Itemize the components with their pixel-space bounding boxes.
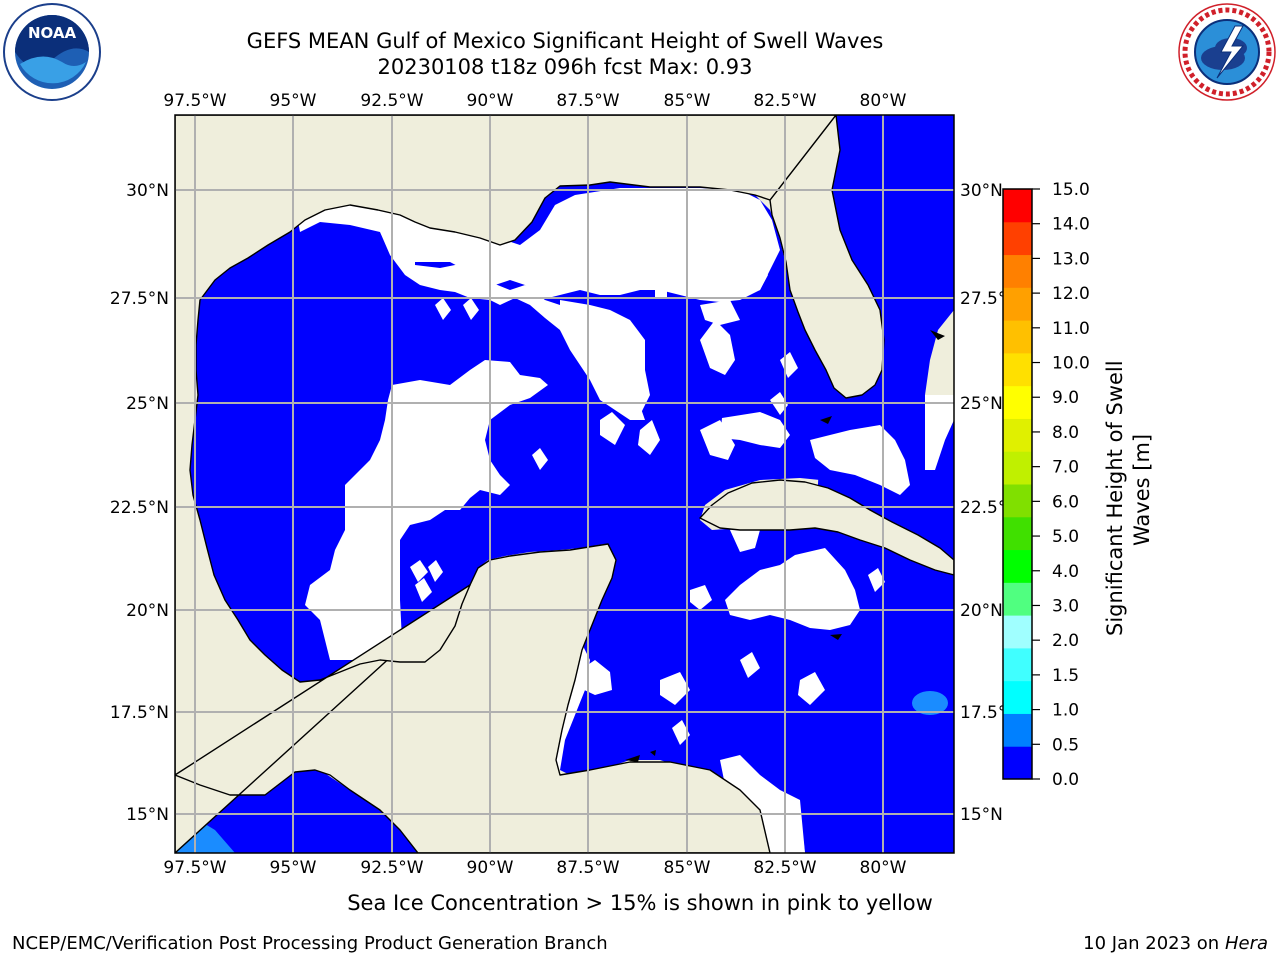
- colorbar-tick-10: 5.0: [1052, 527, 1079, 547]
- lon-tick-bottom-6: 82.5°W: [753, 858, 816, 878]
- nws-logo: [1177, 2, 1277, 102]
- colorbar-tick-17: 0.0: [1052, 770, 1079, 790]
- colorbar-segment-10: [1003, 418, 1032, 452]
- lon-tick-bottom-3: 90°W: [467, 858, 514, 878]
- lat-tick-left-5: 17.5°N: [110, 703, 169, 723]
- colorbar-frame: [1002, 188, 1033, 780]
- yucatan-land: [175, 543, 771, 853]
- colorbar-segment-15: [1003, 254, 1032, 288]
- colorbar-segment-9: [1003, 451, 1032, 485]
- date-value: 10 Jan 2023 on: [1083, 933, 1225, 954]
- lat-tick-left-3: 22.5°N: [110, 498, 169, 518]
- colorbar-tick-1: 14.0: [1052, 215, 1090, 235]
- lat-tick-left-2: 25°N: [126, 394, 169, 414]
- colorbar-tick-5: 10.0: [1052, 354, 1090, 374]
- gulf-water: [190, 182, 954, 853]
- colorbar-tick-14: 1.5: [1052, 666, 1079, 686]
- lon-tick-bottom-4: 87.5°W: [556, 858, 619, 878]
- colorbar-segment-5: [1003, 582, 1032, 616]
- lon-ticks-top: 97.5°W 95°W 92.5°W 90°W 87.5°W 85°W 82.5°W 80°W: [163, 91, 906, 111]
- nws-logo-icon: [1178, 3, 1276, 101]
- lon-tick-top-2: 92.5°W: [360, 91, 423, 111]
- machine-name: Hera: [1224, 933, 1268, 954]
- colorbar-tick-16: 0.5: [1052, 735, 1079, 755]
- colorbar-tick-6: 9.0: [1052, 388, 1079, 408]
- colorbar-segment-0: [1003, 746, 1032, 780]
- colorbar-tick-0: 15.0: [1052, 180, 1090, 200]
- colorbar-segment-8: [1003, 484, 1032, 518]
- colorbar-segment-3: [1003, 647, 1032, 682]
- lon-tick-top-3: 90°W: [467, 91, 514, 111]
- lat-ticks-left: 30°N 27.5°N 25°N 22.5°N 20°N 17.5°N 15°N: [110, 181, 169, 825]
- colorbar-segment-11: [1003, 385, 1032, 419]
- colorbar-segment-12: [1003, 352, 1032, 387]
- colorbar-segment-4: [1003, 615, 1032, 649]
- lat-tick-right-0: 30°N: [960, 181, 1003, 201]
- noaa-logo: NOAA: [2, 2, 102, 102]
- lon-tick-top-4: 87.5°W: [556, 91, 619, 111]
- lat-tick-right-2: 25°N: [960, 394, 1003, 414]
- colorbar-segment-1: [1003, 713, 1032, 747]
- landmasses: [175, 115, 954, 853]
- lon-tick-bottom-0: 97.5°W: [163, 858, 226, 878]
- colorbar-tick-3: 12.0: [1052, 284, 1090, 304]
- lat-tick-left-6: 15°N: [126, 805, 169, 825]
- lon-tick-bottom-2: 92.5°W: [360, 858, 423, 878]
- colorbar-segment-16: [1003, 221, 1032, 256]
- colorbar-label-line1: Significant Height of Swell: [1103, 360, 1127, 636]
- lat-tick-right-6: 15°N: [960, 805, 1003, 825]
- map-title-line2: 20230108 t18z 096h fcst Max: 0.93: [377, 55, 753, 79]
- mexico-land: [175, 115, 837, 776]
- lat-tick-right-4: 20°N: [960, 601, 1003, 621]
- sea-ice-note: Sea Ice Concentration > 15% is shown in …: [0, 891, 1280, 915]
- colorbar-segment-14: [1003, 287, 1032, 321]
- colorbar-segment-7: [1003, 516, 1032, 551]
- colorbar-segment-17: [1003, 189, 1032, 223]
- lat-tick-left-0: 30°N: [126, 181, 169, 201]
- lat-tick-left-4: 20°N: [126, 601, 169, 621]
- colorbar-tick-4: 11.0: [1052, 319, 1090, 339]
- colorbar-tick-15: 1.0: [1052, 701, 1079, 721]
- pacific-water: [175, 770, 418, 853]
- islands: [625, 330, 945, 762]
- caribbean-light-patch: [912, 691, 948, 715]
- lon-tick-top-0: 97.5°W: [163, 91, 226, 111]
- lon-tick-top-1: 95°W: [270, 91, 317, 111]
- colorbar-segment-13: [1003, 320, 1032, 354]
- colorbar-tick-13: 2.0: [1052, 631, 1079, 651]
- lon-tick-bottom-5: 85°W: [664, 858, 711, 878]
- colorbar-tick-2: 13.0: [1052, 249, 1090, 269]
- colorbar-tick-8: 7.0: [1052, 458, 1079, 478]
- graticule: [175, 115, 954, 853]
- map-title-line1: GEFS MEAN Gulf of Mexico Significant Hei…: [246, 29, 884, 53]
- lat-tick-left-1: 27.5°N: [110, 289, 169, 309]
- credit-text: NCEP/EMC/Verification Post Processing Pr…: [12, 933, 608, 954]
- colorbar-tick-11: 4.0: [1052, 562, 1079, 582]
- lon-ticks-bottom: 97.5°W 95°W 92.5°W 90°W 87.5°W 85°W 82.5°W 80°W: [163, 858, 906, 878]
- colorbar-segment-6: [1003, 549, 1032, 583]
- lon-tick-top-5: 85°W: [664, 91, 711, 111]
- colorbar-tick-12: 3.0: [1052, 596, 1079, 616]
- lon-tick-bottom-1: 95°W: [270, 858, 317, 878]
- colorbar-tick-9: 6.0: [1052, 492, 1079, 512]
- cuba-land: [699, 479, 954, 576]
- date-text: 10 Jan 2023 on Hera: [1083, 933, 1268, 954]
- lon-tick-top-6: 82.5°W: [753, 91, 816, 111]
- florida-land: [769, 115, 885, 399]
- sea-ice-note-text: Sea Ice Concentration > 15% is shown in …: [347, 891, 933, 915]
- colorbar-ticks: 15.0 14.0 13.0 12.0 11.0 10.0 9.0 8.0 7.0 6.0 5.0 4…: [1032, 180, 1090, 790]
- colorbar-label-line2: Waves [m]: [1130, 433, 1154, 546]
- noaa-logo-text: NOAA: [28, 24, 77, 42]
- map-frame: [174, 114, 955, 854]
- lon-tick-bottom-7: 80°W: [860, 858, 907, 878]
- colorbar: [1003, 189, 1032, 780]
- colorbar-tick-7: 8.0: [1052, 423, 1079, 443]
- lon-tick-top-7: 80°W: [860, 91, 907, 111]
- noaa-logo-icon: NOAA: [3, 3, 101, 101]
- colorbar-segment-2: [1003, 680, 1032, 714]
